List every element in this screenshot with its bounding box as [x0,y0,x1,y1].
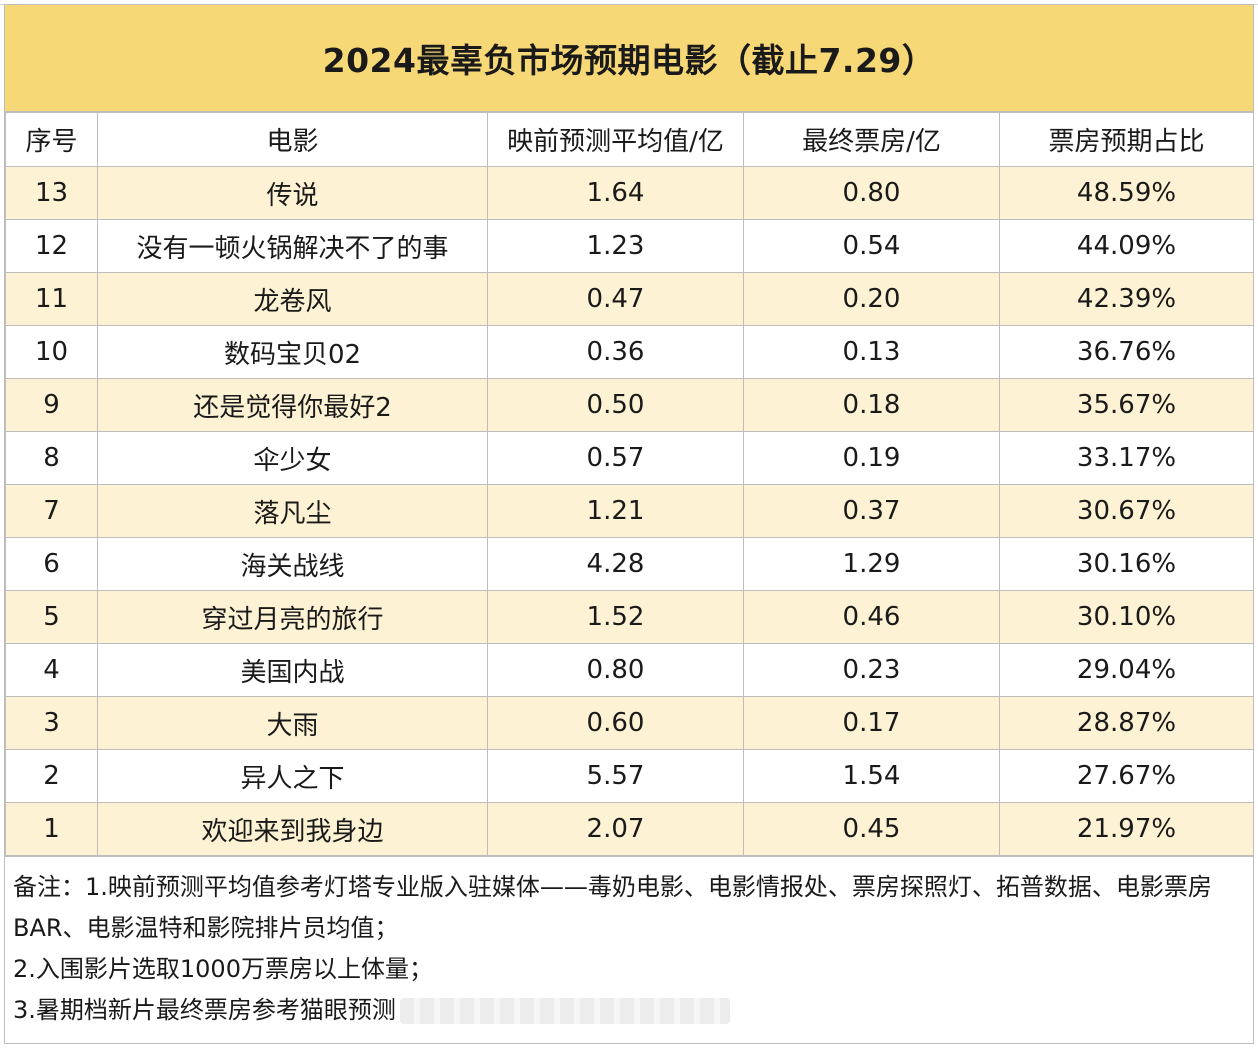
cell-final: 0.13 [743,325,1000,379]
cell-predicted: 5.57 [487,749,744,803]
cell-final: 0.23 [743,643,1000,697]
cell-film: 异人之下 [97,749,488,803]
cell-film: 落凡尘 [97,484,488,538]
cell-ratio: 21.97% [999,802,1254,856]
cell-final: 0.46 [743,590,1000,644]
cell-ratio: 33.17% [999,431,1254,485]
table-title: 2024最辜负市场预期电影（截止7.29） [5,5,1253,112]
cell-rank: 2 [5,749,98,803]
header-rank: 序号 [5,112,98,167]
header-film: 电影 [97,112,488,167]
cell-final: 0.19 [743,431,1000,485]
cell-film: 欢迎来到我身边 [97,802,488,856]
cell-rank: 1 [5,802,98,856]
table-row: 10 数码宝贝02 0.36 0.13 36.76% [5,325,1254,379]
cell-film: 大雨 [97,696,488,750]
cell-film: 龙卷风 [97,272,488,326]
cell-final: 0.80 [743,166,1000,220]
cell-ratio: 29.04% [999,643,1254,697]
cell-final: 0.20 [743,272,1000,326]
cell-final: 0.18 [743,378,1000,432]
note-line-3: 3.暑期档新片最终票房参考猫眼预测 [13,996,396,1024]
cell-film: 海关战线 [97,537,488,591]
header-predicted: 映前预测平均值/亿 [487,112,744,167]
cell-predicted: 0.47 [487,272,744,326]
cell-predicted: 1.64 [487,166,744,220]
cell-predicted: 0.60 [487,696,744,750]
table-row: 13 传说 1.64 0.80 48.59% [5,166,1254,220]
cell-predicted: 2.07 [487,802,744,856]
table-row: 11 龙卷风 0.47 0.20 42.39% [5,272,1254,326]
cell-rank: 13 [5,166,98,220]
cell-film: 没有一顿火锅解决不了的事 [97,219,488,273]
cell-predicted: 1.21 [487,484,744,538]
table-row: 3 大雨 0.60 0.17 28.87% [5,696,1254,750]
box-office-table-sheet: 2024最辜负市场预期电影（截止7.29） 序号 电影 映前预测平均值/亿 最终… [4,4,1254,1044]
cell-film: 穿过月亮的旅行 [97,590,488,644]
cell-final: 0.54 [743,219,1000,273]
cell-rank: 6 [5,537,98,591]
cell-rank: 12 [5,219,98,273]
cell-rank: 5 [5,590,98,644]
cell-film: 还是觉得你最好2 [97,378,488,432]
cell-predicted: 0.36 [487,325,744,379]
cell-ratio: 42.39% [999,272,1254,326]
cell-ratio: 28.87% [999,696,1254,750]
cell-predicted: 4.28 [487,537,744,591]
cell-rank: 4 [5,643,98,697]
cell-predicted: 0.80 [487,643,744,697]
cell-film: 数码宝贝02 [97,325,488,379]
table-row: 4 美国内战 0.80 0.23 29.04% [5,643,1254,697]
cell-film: 美国内战 [97,643,488,697]
notes: 备注：1.映前预测平均值参考灯塔专业版入驻媒体——毒奶电影、电影情报处、票房探照… [5,856,1253,1043]
header-ratio: 票房预期占比 [999,112,1254,167]
cell-final: 0.37 [743,484,1000,538]
cell-rank: 7 [5,484,98,538]
header-row: 序号 电影 映前预测平均值/亿 最终票房/亿 票房预期占比 [5,112,1254,167]
table-row: 9 还是觉得你最好2 0.50 0.18 35.67% [5,378,1254,432]
cell-ratio: 30.67% [999,484,1254,538]
cell-film: 传说 [97,166,488,220]
cell-ratio: 36.76% [999,325,1254,379]
box-office-table: 序号 电影 映前预测平均值/亿 最终票房/亿 票房预期占比 13 传说 1.64 0.… [5,112,1254,856]
cell-ratio: 30.10% [999,590,1254,644]
cell-ratio: 35.67% [999,378,1254,432]
table-row: 6 海关战线 4.28 1.29 30.16% [5,537,1254,591]
table-row: 1 欢迎来到我身边 2.07 0.45 21.97% [5,802,1254,856]
cell-final: 1.54 [743,749,1000,803]
cell-final: 1.29 [743,537,1000,591]
table-row: 5 穿过月亮的旅行 1.52 0.46 30.10% [5,590,1254,644]
cell-predicted: 0.50 [487,378,744,432]
cell-predicted: 1.23 [487,219,744,273]
cell-ratio: 27.67% [999,749,1254,803]
cell-rank: 11 [5,272,98,326]
cell-final: 0.17 [743,696,1000,750]
note-line-2: 2.入围影片选取1000万票房以上体量； [13,955,433,983]
cell-final: 0.45 [743,802,1000,856]
table-row: 2 异人之下 5.57 1.54 27.67% [5,749,1254,803]
header-final: 最终票房/亿 [743,112,1000,167]
cell-rank: 9 [5,378,98,432]
table-row: 12 没有一顿火锅解决不了的事 1.23 0.54 44.09% [5,219,1254,273]
cell-rank: 3 [5,696,98,750]
cell-film: 伞少女 [97,431,488,485]
table-row: 7 落凡尘 1.21 0.37 30.67% [5,484,1254,538]
cell-predicted: 1.52 [487,590,744,644]
cell-predicted: 0.57 [487,431,744,485]
cell-ratio: 44.09% [999,219,1254,273]
cell-ratio: 30.16% [999,537,1254,591]
table-row: 8 伞少女 0.57 0.19 33.17% [5,431,1254,485]
cell-rank: 10 [5,325,98,379]
cell-rank: 8 [5,431,98,485]
cell-ratio: 48.59% [999,166,1254,220]
note-line-1: 备注：1.映前预测平均值参考灯塔专业版入驻媒体——毒奶电影、电影情报处、票房探照… [13,873,1212,942]
watermark-image [399,998,730,1024]
